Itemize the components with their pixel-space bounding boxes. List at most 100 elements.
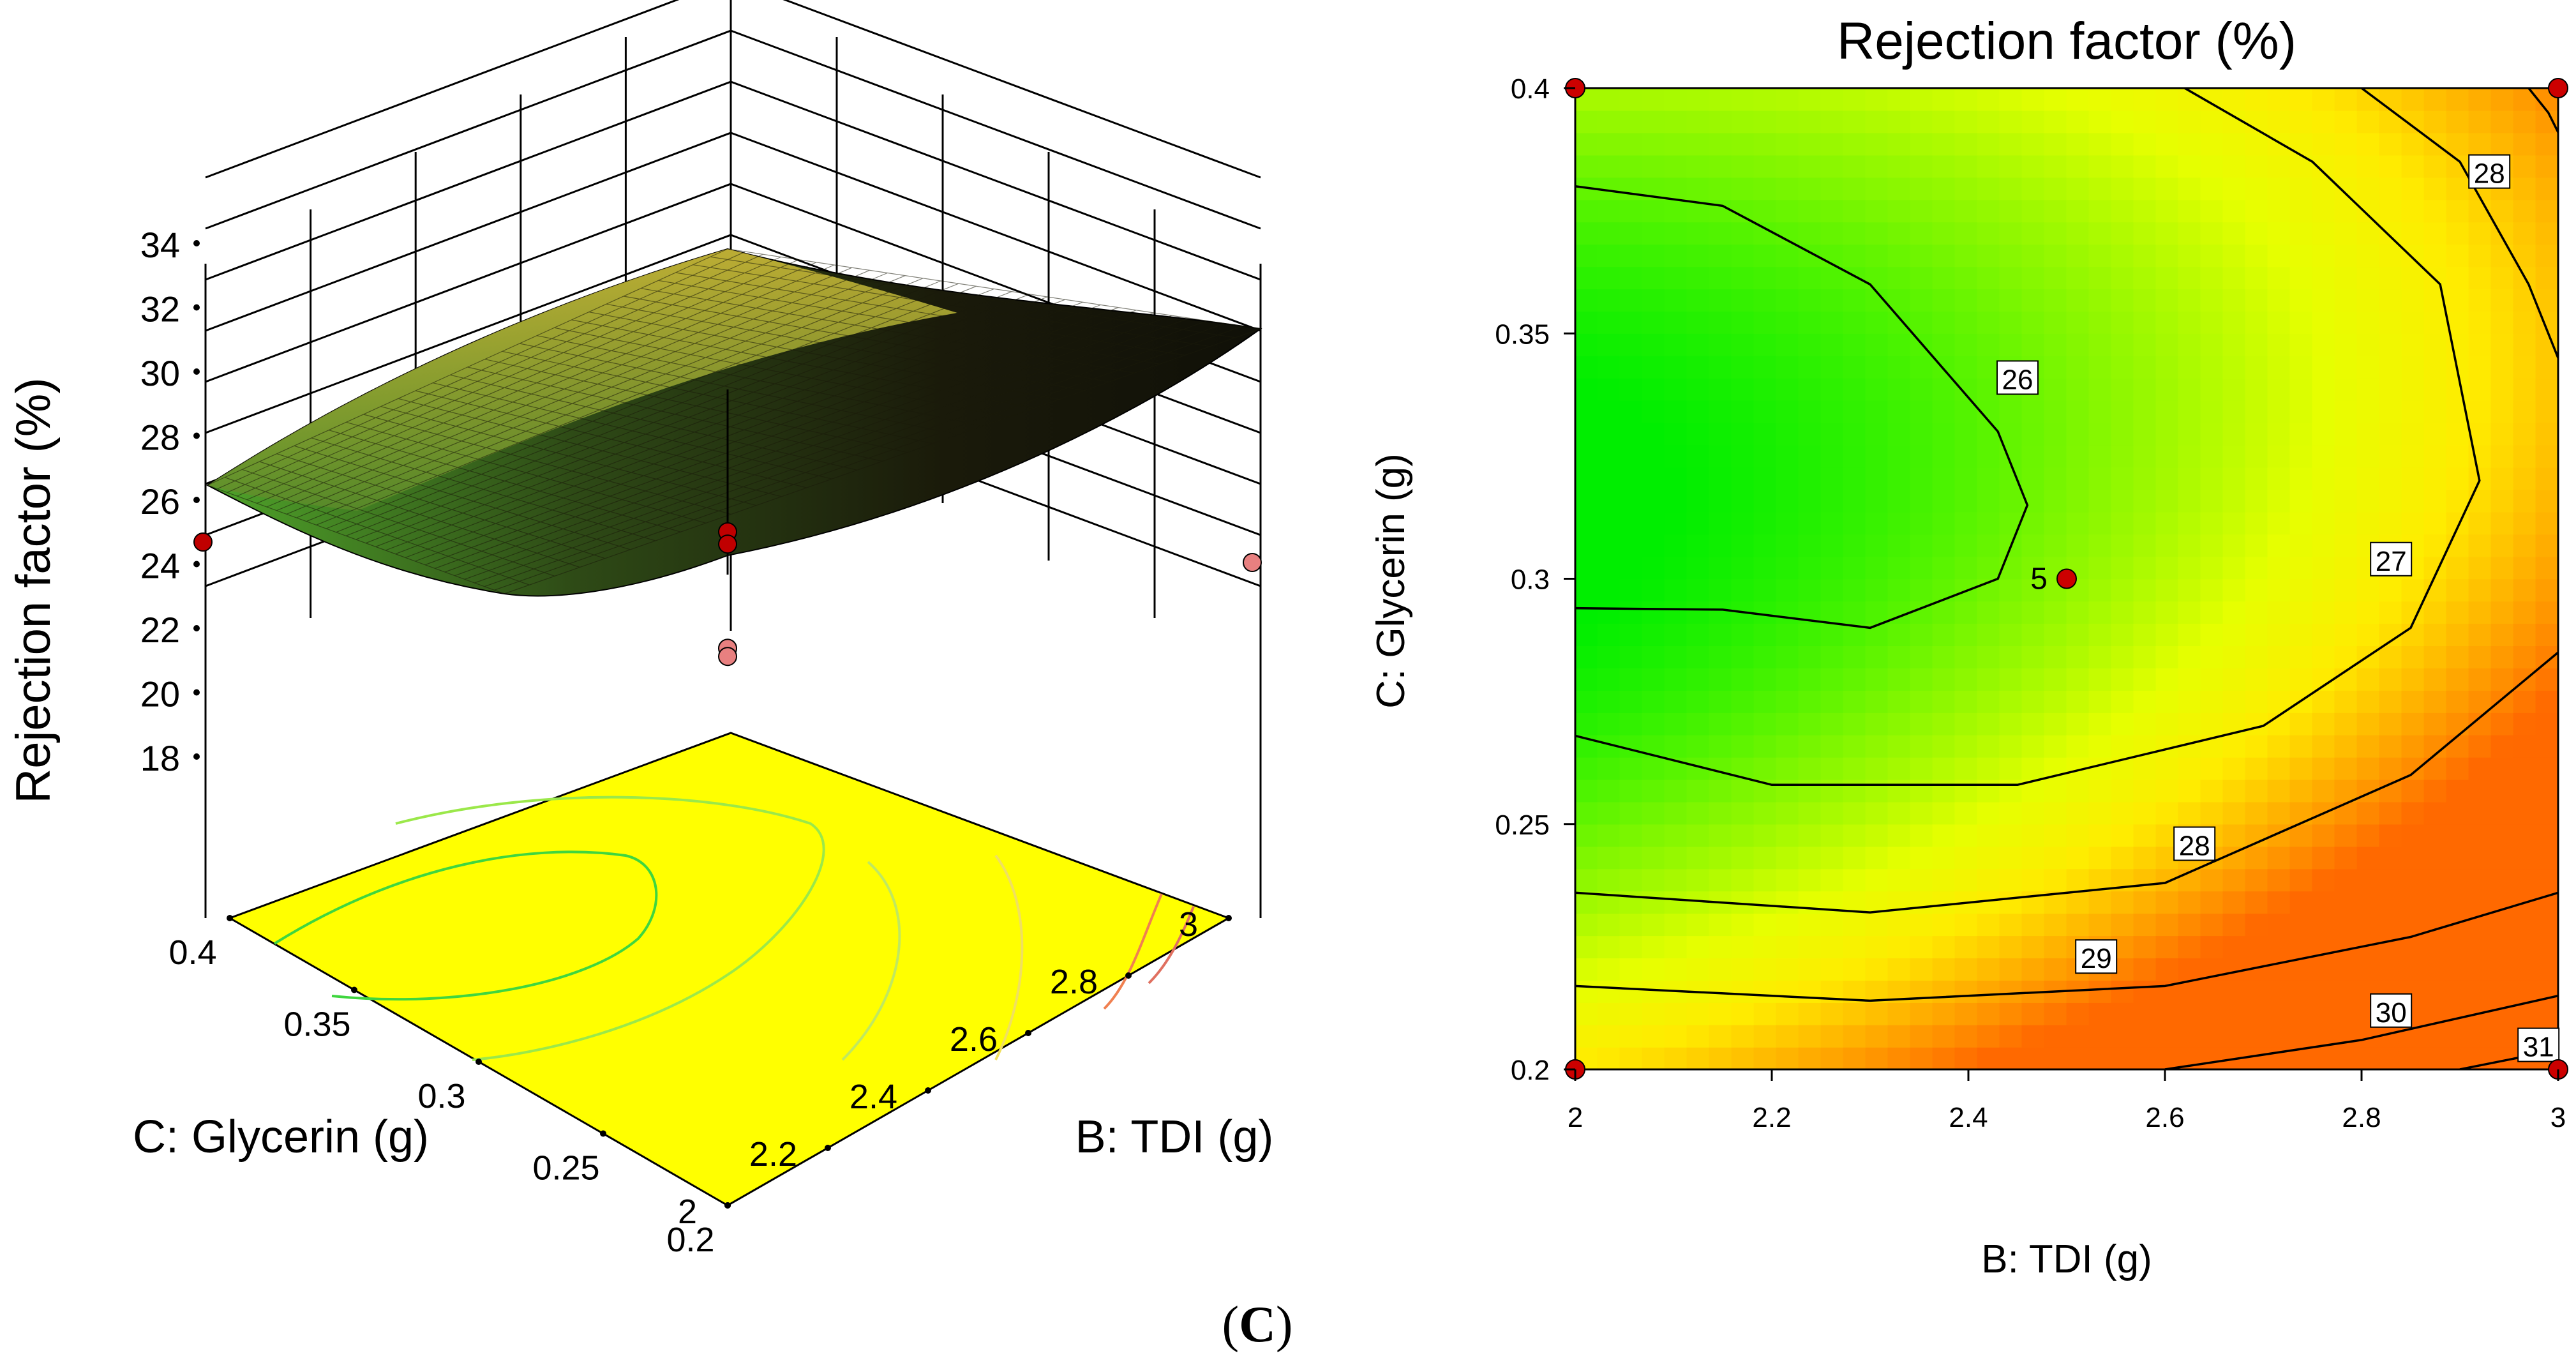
contour-cell (2468, 891, 2492, 914)
contour-cell (2490, 979, 2514, 1003)
contour-cell (2289, 846, 2313, 870)
contour-cell (2468, 979, 2492, 1003)
contour-cell (2468, 690, 2492, 713)
contour-cell (1664, 868, 1688, 892)
contour-cell (1753, 400, 1777, 423)
contour-cell (2334, 578, 2358, 602)
contour-cell (2490, 511, 2514, 535)
contour-cell (2356, 333, 2380, 356)
contour-cell (1910, 824, 1933, 847)
z-tick-mark (193, 497, 200, 503)
contour-cell (1776, 377, 1799, 401)
contour-cell (2200, 266, 2224, 290)
contour-cell (2334, 110, 2358, 133)
contour-cell (2088, 667, 2112, 691)
contour-cell (1977, 645, 2000, 668)
contour-cell (2490, 467, 2514, 490)
contour-cell (2178, 891, 2201, 914)
contour-cell (2155, 288, 2179, 312)
contour-cell (1753, 912, 1777, 937)
contour-cell (1619, 511, 1643, 535)
contour-cell (1731, 622, 1755, 646)
contour-cell (2513, 734, 2536, 758)
z-tick-mark (193, 432, 200, 439)
contour-cell (1597, 199, 1621, 223)
contour-cell (2312, 422, 2335, 446)
contour-cell (1731, 467, 1755, 490)
contour-cell (1999, 957, 2023, 981)
contour-cell (1910, 1024, 1933, 1048)
contour-cell (1954, 1002, 1978, 1025)
contour-cell (2267, 132, 2291, 156)
contour-cell (2356, 690, 2380, 713)
contour-cell (1575, 600, 1598, 624)
contour-cell (1865, 355, 1889, 379)
contour-cell (1865, 467, 1889, 490)
contour-cell (2088, 333, 2112, 356)
contour-cell (2133, 979, 2157, 1003)
contour-cell (2513, 824, 2536, 847)
contour-cell (1977, 801, 2000, 825)
contour-cell (1686, 355, 1710, 379)
contour-cell (2222, 534, 2246, 557)
contour-cell (2088, 244, 2112, 268)
caption-close: ) (1275, 1297, 1293, 1353)
contour-point (2548, 78, 2568, 98)
contour-cell (2044, 712, 2067, 735)
contour-cell (2312, 1046, 2335, 1069)
contour-cell (1843, 266, 1866, 290)
contour-cell (2021, 645, 2045, 668)
contour-cell (2133, 645, 2157, 668)
contour-cell (2468, 489, 2492, 513)
design-point (718, 534, 737, 554)
contour-cell (2356, 422, 2380, 446)
contour-cell (2356, 310, 2380, 334)
contour-cell (2088, 622, 2112, 646)
contour-cell (1664, 132, 1688, 156)
contour-level-label: 29 (2081, 943, 2112, 974)
contour-cell (2312, 957, 2335, 981)
contour-cell (2312, 444, 2335, 468)
wall-gridline (205, 80, 731, 281)
contour-label-box (2517, 1027, 2560, 1062)
contour-cell (1798, 400, 1822, 423)
contour-cell (1999, 868, 2023, 892)
contour-cell (2111, 846, 2134, 870)
contour-cell (2379, 712, 2402, 735)
contour-cell (2446, 266, 2469, 290)
contour-cell (1575, 400, 1598, 423)
contour-cell (1887, 912, 1911, 937)
contour-cell (1910, 734, 1933, 758)
contour-cell (1999, 891, 2023, 914)
contour-cell (2490, 132, 2514, 156)
contour-cell (2088, 400, 2112, 423)
contour-cell (1910, 846, 1933, 870)
contour-cell (2111, 199, 2134, 223)
contour-cell (2200, 712, 2224, 735)
contour-cell (2267, 1002, 2291, 1025)
contour-cell (1597, 377, 1621, 401)
contour-cell (2513, 110, 2536, 133)
contour-cell (1664, 110, 1688, 133)
contour-cell (1843, 801, 1866, 825)
contour-cell (1954, 288, 1978, 312)
contour-cell (2133, 511, 2157, 535)
contour-cell (2312, 333, 2335, 356)
contour-cell (1999, 422, 2023, 446)
contour-cell (1820, 422, 1844, 446)
contour-cell (2044, 400, 2067, 423)
contour-cell (2513, 779, 2536, 803)
contour-cell (1753, 288, 1777, 312)
contour-cell (1664, 957, 1688, 981)
contour-cell (1575, 288, 1598, 312)
contour-cell (2178, 333, 2201, 356)
contour-cell (1753, 511, 1777, 535)
contour-cell (2423, 244, 2447, 268)
contour-cell (1709, 600, 1732, 624)
contour-cell (1709, 177, 1732, 200)
contour-cell (2267, 88, 2291, 111)
contour-cell (2468, 400, 2492, 423)
contour-cell (2021, 222, 2045, 245)
contour-cell (2066, 467, 2090, 490)
contour-cell (2423, 511, 2447, 535)
